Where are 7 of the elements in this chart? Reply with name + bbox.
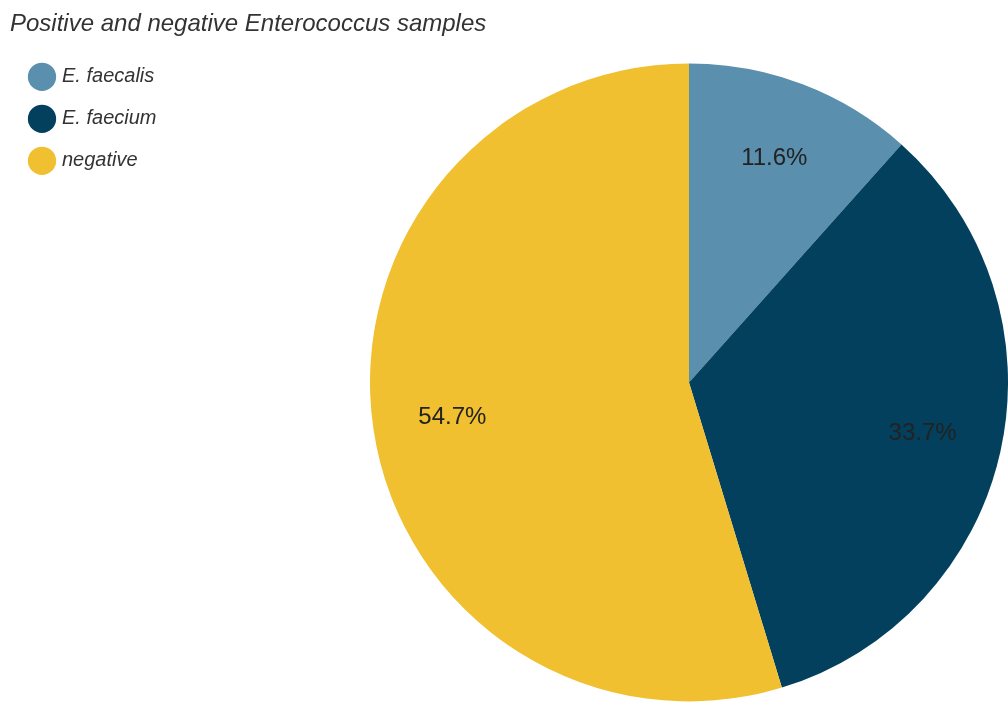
- data-label: 33.7%: [888, 418, 957, 446]
- data-label: 11.6%: [741, 143, 808, 171]
- legend-label: negative: [62, 148, 138, 171]
- data-label: 54.7%: [418, 402, 487, 430]
- chart-title: Positive and negative Enterococcus samples: [10, 9, 487, 37]
- legend-label: E. faecalis: [62, 64, 155, 87]
- legend-label: E. faecium: [62, 106, 157, 129]
